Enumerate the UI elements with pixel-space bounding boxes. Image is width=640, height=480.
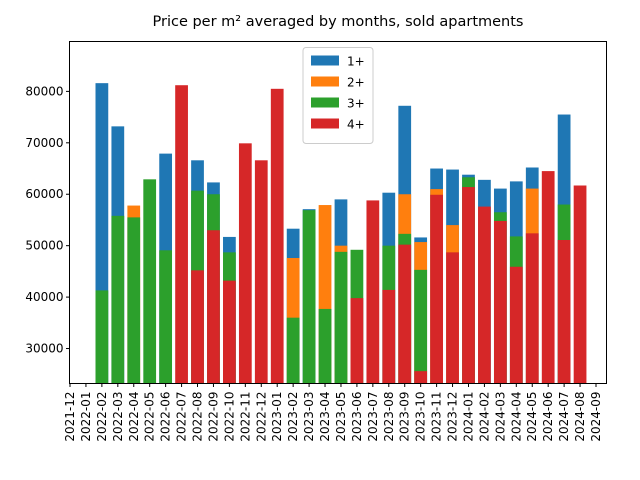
bar bbox=[573, 185, 587, 384]
bar bbox=[350, 298, 364, 384]
bar bbox=[462, 187, 475, 384]
legend-swatch bbox=[311, 118, 339, 129]
legend-label: 4+ bbox=[347, 118, 365, 132]
bar bbox=[525, 233, 539, 384]
x-tick-label: 2022-06 bbox=[159, 392, 173, 442]
x-tick-label: 2024-05 bbox=[525, 392, 539, 442]
x-tick-label: 2023-03 bbox=[302, 392, 316, 442]
x-tick-label: 2023-11 bbox=[430, 392, 444, 442]
legend-label: 2+ bbox=[347, 76, 365, 90]
x-tick-label: 2024-08 bbox=[573, 392, 587, 442]
bar bbox=[414, 269, 428, 384]
axes-frame bbox=[69, 41, 607, 384]
x-tick-label: 2023-02 bbox=[286, 392, 300, 442]
bar bbox=[541, 171, 555, 384]
x-tick-label: 2022-03 bbox=[111, 392, 125, 442]
bar bbox=[382, 289, 396, 384]
bar bbox=[334, 251, 348, 384]
x-tick-label: 2021-12 bbox=[63, 392, 77, 442]
x-tick-label: 2024-04 bbox=[509, 392, 523, 442]
x-tick-label: 2023-09 bbox=[398, 392, 412, 442]
bar bbox=[493, 220, 507, 384]
bar bbox=[557, 240, 571, 384]
y-tick-label: 70000 bbox=[25, 136, 63, 150]
x-tick-label: 2022-12 bbox=[254, 392, 268, 442]
bar bbox=[318, 308, 332, 384]
bar bbox=[95, 290, 109, 384]
plot-area bbox=[95, 83, 587, 384]
y-tick-label: 80000 bbox=[25, 84, 63, 98]
x-tick-label: 2024-02 bbox=[477, 392, 491, 442]
bar bbox=[270, 88, 284, 384]
bar bbox=[478, 206, 491, 384]
legend-swatch bbox=[311, 76, 339, 87]
bar bbox=[191, 270, 204, 384]
legend-swatch bbox=[311, 97, 339, 108]
bar bbox=[414, 371, 428, 384]
x-tick-label: 2023-04 bbox=[318, 392, 332, 442]
bar bbox=[446, 252, 459, 384]
x-tick-label: 2023-05 bbox=[334, 392, 348, 442]
bar bbox=[143, 179, 157, 384]
x-tick-label: 2022-01 bbox=[79, 392, 93, 442]
bar bbox=[238, 143, 252, 384]
x-tick-label: 2022-08 bbox=[191, 392, 205, 442]
bar bbox=[127, 217, 141, 384]
legend: 1+ 2+ 3+ 4+ bbox=[302, 47, 374, 144]
x-tick-label: 2023-12 bbox=[446, 392, 460, 442]
x-tick-label: 2024-07 bbox=[557, 392, 571, 442]
x-tick-label: 2023-10 bbox=[414, 392, 428, 442]
bar bbox=[159, 250, 173, 384]
x-tick-label: 2024-03 bbox=[493, 392, 507, 442]
legend-swatch bbox=[311, 55, 339, 66]
bar bbox=[207, 230, 220, 384]
bar bbox=[254, 160, 268, 384]
x-tick-label: 2022-10 bbox=[222, 392, 236, 442]
bar bbox=[366, 200, 380, 384]
x-tick-label: 2024-01 bbox=[461, 392, 475, 442]
bar bbox=[509, 266, 523, 384]
bar bbox=[398, 244, 412, 384]
legend-label: 3+ bbox=[347, 97, 365, 111]
y-tick-label: 40000 bbox=[25, 290, 63, 304]
x-tick-label: 2023-01 bbox=[270, 392, 284, 442]
y-tick-label: 30000 bbox=[25, 342, 63, 356]
x-tick-label: 2023-06 bbox=[350, 392, 364, 442]
legend-label: 1+ bbox=[347, 55, 365, 69]
bar bbox=[286, 317, 300, 384]
y-tick-label: 60000 bbox=[25, 187, 63, 201]
bar bbox=[430, 194, 443, 384]
x-tick-label: 2024-06 bbox=[541, 392, 555, 442]
bar bbox=[302, 210, 316, 384]
chart-title: Price per m² averaged by months, sold ap… bbox=[153, 14, 524, 30]
x-tick-label: 2024-09 bbox=[589, 392, 603, 442]
x-tick-label: 2022-11 bbox=[238, 392, 252, 442]
bar bbox=[175, 85, 188, 384]
y-tick-label: 50000 bbox=[25, 239, 63, 253]
x-tick-label: 2022-05 bbox=[143, 392, 157, 442]
x-tick-label: 2022-02 bbox=[95, 392, 109, 442]
x-tick-label: 2022-07 bbox=[175, 392, 189, 442]
x-tick-label: 2023-08 bbox=[382, 392, 396, 442]
x-tick-label: 2023-07 bbox=[366, 392, 380, 442]
x-tick-label: 2022-04 bbox=[127, 392, 141, 442]
bar bbox=[111, 215, 125, 384]
x-tick-label: 2022-09 bbox=[206, 392, 220, 442]
bar bbox=[223, 280, 236, 384]
